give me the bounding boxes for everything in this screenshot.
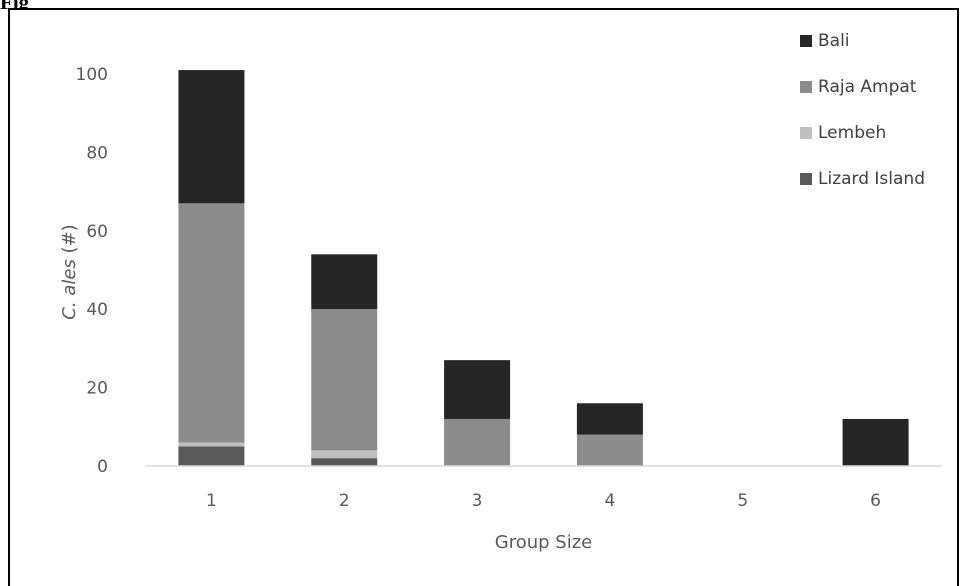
x-tick-label: 6 [870, 491, 881, 511]
legend-swatch [800, 173, 812, 185]
bar-segment-lizard-island [311, 458, 378, 466]
x-tick-label: 4 [605, 491, 616, 511]
legend-label: Lizard Island [818, 169, 925, 189]
bar-segment-raja-ampat [178, 203, 245, 443]
bar-segment-lembeh [178, 442, 245, 447]
legend-swatch [800, 127, 812, 139]
y-tick-label: 20 [86, 379, 108, 399]
y-tick-label: 40 [86, 300, 108, 320]
bar-segment-lizard-island [178, 446, 245, 466]
y-tick-label: 0 [97, 457, 108, 477]
bar-segment-lembeh [311, 450, 378, 459]
bar-segment-bali [178, 70, 245, 204]
legend-swatch [800, 81, 812, 93]
y-tick-label: 80 [86, 143, 108, 163]
legend-swatch [800, 35, 812, 47]
bar-segment-bali [311, 254, 378, 310]
legend: Bali Raja Ampat Lembeh Lizard Island [800, 31, 925, 189]
bar-segment-raja-ampat [311, 309, 378, 451]
y-axis-title-unit: (#) [59, 224, 80, 253]
legend-label: Raja Ampat [818, 77, 917, 97]
x-tick-label: 3 [472, 491, 483, 511]
bar-segment-raja-ampat [444, 418, 511, 466]
legend-label: Bali [818, 31, 850, 51]
y-axis-title-species: C. ales [59, 259, 80, 320]
bars-group [178, 70, 909, 466]
bar-segment-bali [842, 418, 909, 466]
chart-frame [8, 8, 959, 586]
y-tick-label: 60 [86, 222, 108, 242]
x-tick-label: 1 [206, 491, 217, 511]
bar-segment-raja-ampat [576, 434, 643, 466]
x-tick-label: 5 [737, 491, 748, 511]
y-axis-title: C. ales (#) [59, 224, 80, 319]
x-tick-label: 2 [339, 491, 350, 511]
bar-segment-bali [444, 360, 511, 419]
y-axis-ticks: 0 20 40 60 80 100 [76, 65, 108, 477]
legend-label: Lembeh [818, 123, 886, 143]
x-axis-title: Group Size [495, 532, 592, 553]
x-axis-ticks: 1 2 3 4 5 6 [206, 491, 881, 511]
y-tick-label: 100 [76, 65, 108, 85]
bar-segment-bali [576, 403, 643, 435]
